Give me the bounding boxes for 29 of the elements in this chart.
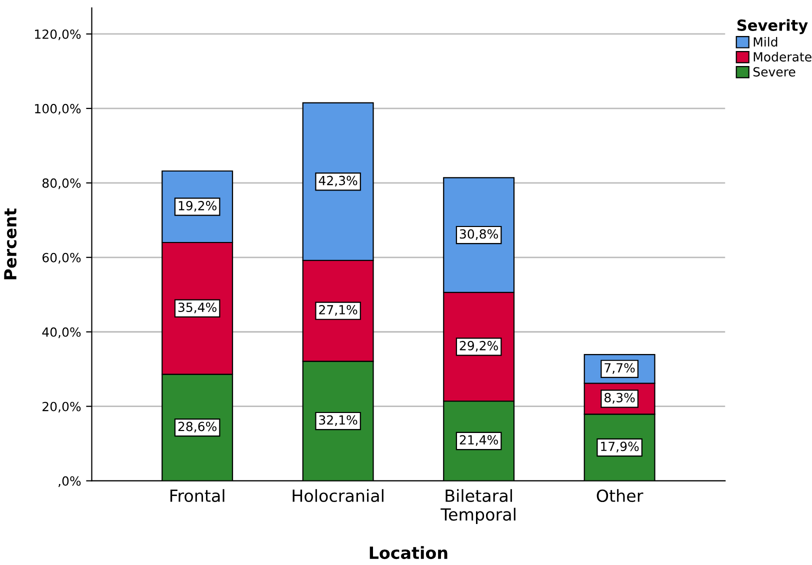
y-tick-label: 120,0% xyxy=(35,29,81,40)
data-label: 27,1% xyxy=(319,305,358,316)
y-axis-title: Percent xyxy=(4,208,17,280)
x-tick-label: Biletaral Temporal xyxy=(440,489,516,524)
x-tick-label: Other xyxy=(596,489,644,502)
data-label: 17,9% xyxy=(601,442,639,452)
data-label: 8,3% xyxy=(604,392,635,404)
legend-label: Moderate xyxy=(754,52,812,62)
x-axis-title: Location xyxy=(370,546,448,560)
data-label: 28,6% xyxy=(178,422,216,432)
data-label: 30,8% xyxy=(460,229,498,240)
y-tick-label: 80,0% xyxy=(42,178,81,190)
y-tick-label: 60,0% xyxy=(42,252,81,264)
legend-label: Mild xyxy=(754,36,778,47)
y-tick-label: 20,0% xyxy=(42,402,81,413)
data-label: 7,7% xyxy=(604,363,635,374)
data-label: 35,4% xyxy=(178,302,216,314)
y-tick-label: 100,0% xyxy=(35,104,81,115)
data-label: 42,3% xyxy=(318,176,358,187)
legend-label: Severe xyxy=(753,67,796,77)
data-label: 29,2% xyxy=(460,340,498,352)
x-tick-label: Frontal xyxy=(170,489,224,502)
legend-title: Severity xyxy=(737,19,808,34)
y-tick-label: 40,0% xyxy=(42,327,81,338)
y-tick-label: ,0% xyxy=(58,476,81,488)
data-label: 32,1% xyxy=(319,415,358,426)
x-tick-label: Holocranial xyxy=(292,489,384,502)
data-label: 21,4% xyxy=(460,435,498,446)
data-label: 19,2% xyxy=(178,200,216,212)
